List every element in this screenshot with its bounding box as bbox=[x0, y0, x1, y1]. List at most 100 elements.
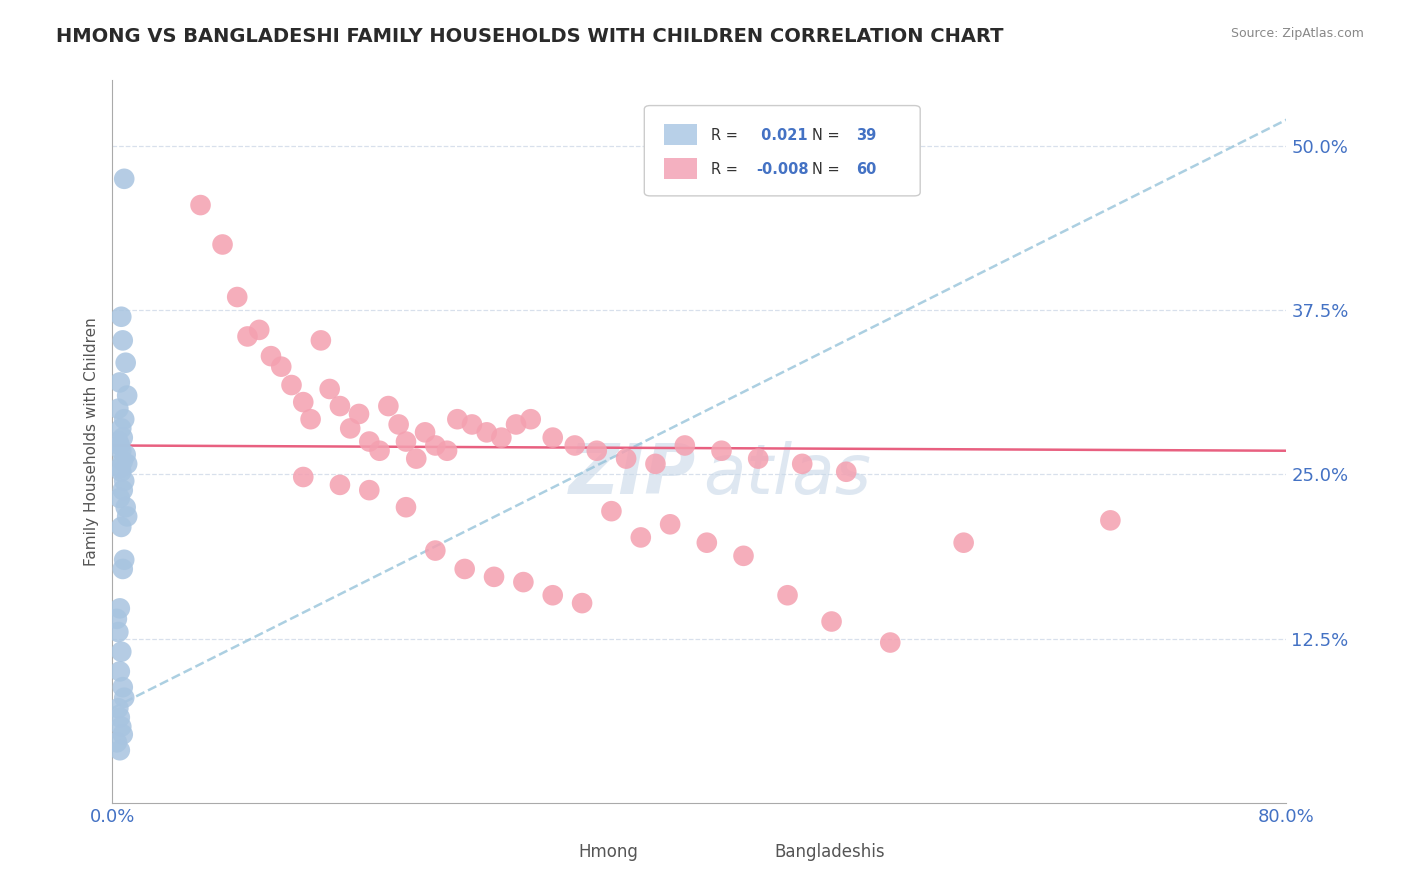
Point bbox=[260, 349, 283, 363]
Point bbox=[108, 491, 131, 505]
Point bbox=[112, 474, 135, 488]
Point bbox=[236, 329, 259, 343]
Point bbox=[107, 434, 129, 449]
Point bbox=[111, 562, 134, 576]
Point bbox=[368, 443, 391, 458]
Text: Source: ZipAtlas.com: Source: ZipAtlas.com bbox=[1230, 27, 1364, 40]
Point bbox=[453, 562, 475, 576]
Point bbox=[359, 483, 381, 497]
Point bbox=[512, 575, 534, 590]
Point bbox=[475, 425, 498, 440]
Point bbox=[110, 443, 132, 458]
Point bbox=[107, 625, 129, 640]
Text: 0.021: 0.021 bbox=[756, 128, 807, 143]
Point bbox=[776, 588, 799, 602]
Bar bbox=[544, 843, 571, 862]
Point bbox=[318, 382, 340, 396]
Point bbox=[110, 645, 132, 659]
Point bbox=[339, 421, 361, 435]
Text: N =: N = bbox=[813, 128, 845, 143]
Bar bbox=[664, 158, 697, 179]
Point bbox=[952, 535, 974, 549]
Point bbox=[115, 457, 138, 471]
FancyBboxPatch shape bbox=[644, 105, 920, 196]
Point bbox=[292, 395, 315, 409]
Point bbox=[112, 553, 135, 567]
Point bbox=[673, 438, 696, 452]
Point bbox=[835, 465, 858, 479]
Bar bbox=[741, 843, 766, 862]
Text: ZIP: ZIP bbox=[568, 441, 696, 508]
Y-axis label: Family Households with Children: Family Households with Children bbox=[83, 318, 98, 566]
Point bbox=[600, 504, 623, 518]
Point bbox=[107, 401, 129, 416]
Point bbox=[112, 412, 135, 426]
Point bbox=[879, 635, 901, 649]
Point bbox=[425, 438, 447, 452]
Point bbox=[108, 665, 131, 679]
Point bbox=[110, 520, 132, 534]
Point bbox=[105, 735, 128, 749]
Point bbox=[111, 680, 134, 694]
Point bbox=[446, 412, 468, 426]
Point bbox=[425, 543, 447, 558]
Point bbox=[115, 388, 138, 402]
Point bbox=[270, 359, 292, 374]
Point bbox=[108, 460, 131, 475]
Point bbox=[413, 425, 436, 440]
Text: R =: R = bbox=[711, 161, 742, 177]
Point bbox=[347, 407, 370, 421]
Point bbox=[111, 334, 134, 348]
Point bbox=[747, 451, 769, 466]
Point bbox=[280, 378, 302, 392]
Point bbox=[247, 323, 270, 337]
Point bbox=[541, 588, 564, 602]
Point bbox=[1099, 513, 1122, 527]
Point bbox=[190, 198, 212, 212]
Point bbox=[733, 549, 755, 563]
Point bbox=[395, 434, 418, 449]
Point bbox=[107, 701, 129, 715]
Point bbox=[541, 431, 564, 445]
Point bbox=[309, 334, 332, 348]
Point bbox=[110, 465, 132, 479]
Point bbox=[820, 615, 842, 629]
Text: -0.008: -0.008 bbox=[756, 161, 808, 177]
Point bbox=[111, 727, 134, 741]
Point bbox=[395, 500, 418, 515]
Point bbox=[110, 421, 132, 435]
Point bbox=[111, 431, 134, 445]
Text: Hmong: Hmong bbox=[578, 843, 638, 861]
Point bbox=[110, 310, 132, 324]
Point bbox=[436, 443, 458, 458]
Point bbox=[108, 710, 131, 724]
Point bbox=[114, 356, 136, 370]
Point bbox=[112, 690, 135, 705]
Point bbox=[226, 290, 249, 304]
Text: 39: 39 bbox=[856, 128, 876, 143]
Point bbox=[505, 417, 527, 432]
Bar bbox=[664, 124, 697, 145]
Text: HMONG VS BANGLADESHI FAMILY HOUSEHOLDS WITH CHILDREN CORRELATION CHART: HMONG VS BANGLADESHI FAMILY HOUSEHOLDS W… bbox=[56, 27, 1004, 45]
Point bbox=[644, 457, 666, 471]
Point bbox=[571, 596, 593, 610]
Point bbox=[114, 500, 136, 515]
Point bbox=[111, 483, 134, 497]
Text: atlas: atlas bbox=[703, 441, 870, 508]
Point bbox=[110, 720, 132, 734]
Point bbox=[585, 443, 607, 458]
Point bbox=[630, 531, 652, 545]
Point bbox=[564, 438, 586, 452]
Point bbox=[519, 412, 541, 426]
Point bbox=[108, 438, 131, 452]
Point bbox=[377, 399, 399, 413]
Point bbox=[329, 478, 352, 492]
Point bbox=[211, 237, 233, 252]
Point bbox=[388, 417, 411, 432]
Point bbox=[491, 431, 513, 445]
Point bbox=[108, 601, 131, 615]
Point bbox=[405, 451, 427, 466]
Text: R =: R = bbox=[711, 128, 742, 143]
Point bbox=[659, 517, 682, 532]
Point bbox=[696, 535, 718, 549]
